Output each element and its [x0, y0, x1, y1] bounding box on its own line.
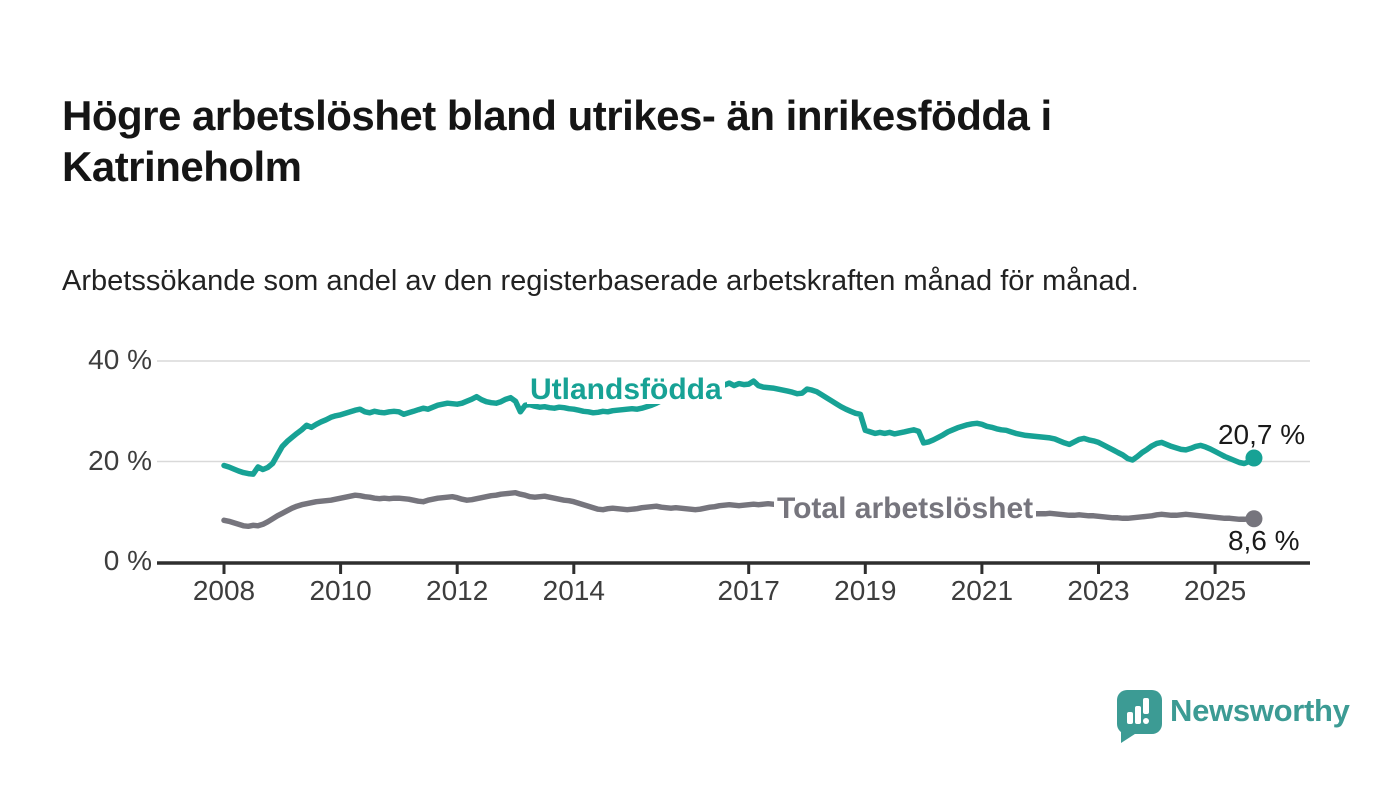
chart-subtitle: Arbetssökande som andel av den registerb…: [62, 265, 1139, 297]
y-tick-label: 40 %: [88, 344, 152, 375]
x-tick-label: 2021: [950, 575, 1014, 606]
series-end-dot-0: [1245, 449, 1263, 467]
x-tick-label: 2010: [309, 575, 372, 606]
x-tick-label: 2019: [834, 575, 897, 606]
x-tick-label: 2023: [1067, 575, 1130, 606]
x-tick-label: 2014: [542, 575, 605, 606]
series-label-utlandsfodda: Utlandsfödda: [527, 375, 725, 405]
series-line-1: [221, 489, 1257, 530]
x-tick-label: 2017: [717, 575, 780, 606]
x-tick-label: 2008: [192, 575, 256, 606]
x-tick-label: 2025: [1183, 575, 1247, 606]
newsworthy-branding: Newsworthy: [1116, 688, 1356, 746]
end-value-label-total: 8,6 %: [1227, 524, 1300, 556]
series-label-total-arbetsloshet: Total arbetslöshet: [774, 494, 1037, 524]
y-tick-label: 20 %: [88, 444, 152, 476]
x-tick-label: 2012: [426, 575, 489, 606]
newsworthy-wordmark: Newsworthy: [1170, 693, 1350, 728]
chart-title: Högre arbetslöshet bland utrikes- än inr…: [62, 92, 1052, 191]
end-value-label-utlandsfodda: 20,7 %: [1217, 418, 1306, 450]
series-end-dot-1: [1245, 510, 1263, 528]
series-line-0: [221, 378, 1257, 477]
y-tick-label: 0 %: [103, 545, 152, 576]
newsworthy-logo-icon: [1117, 690, 1162, 743]
